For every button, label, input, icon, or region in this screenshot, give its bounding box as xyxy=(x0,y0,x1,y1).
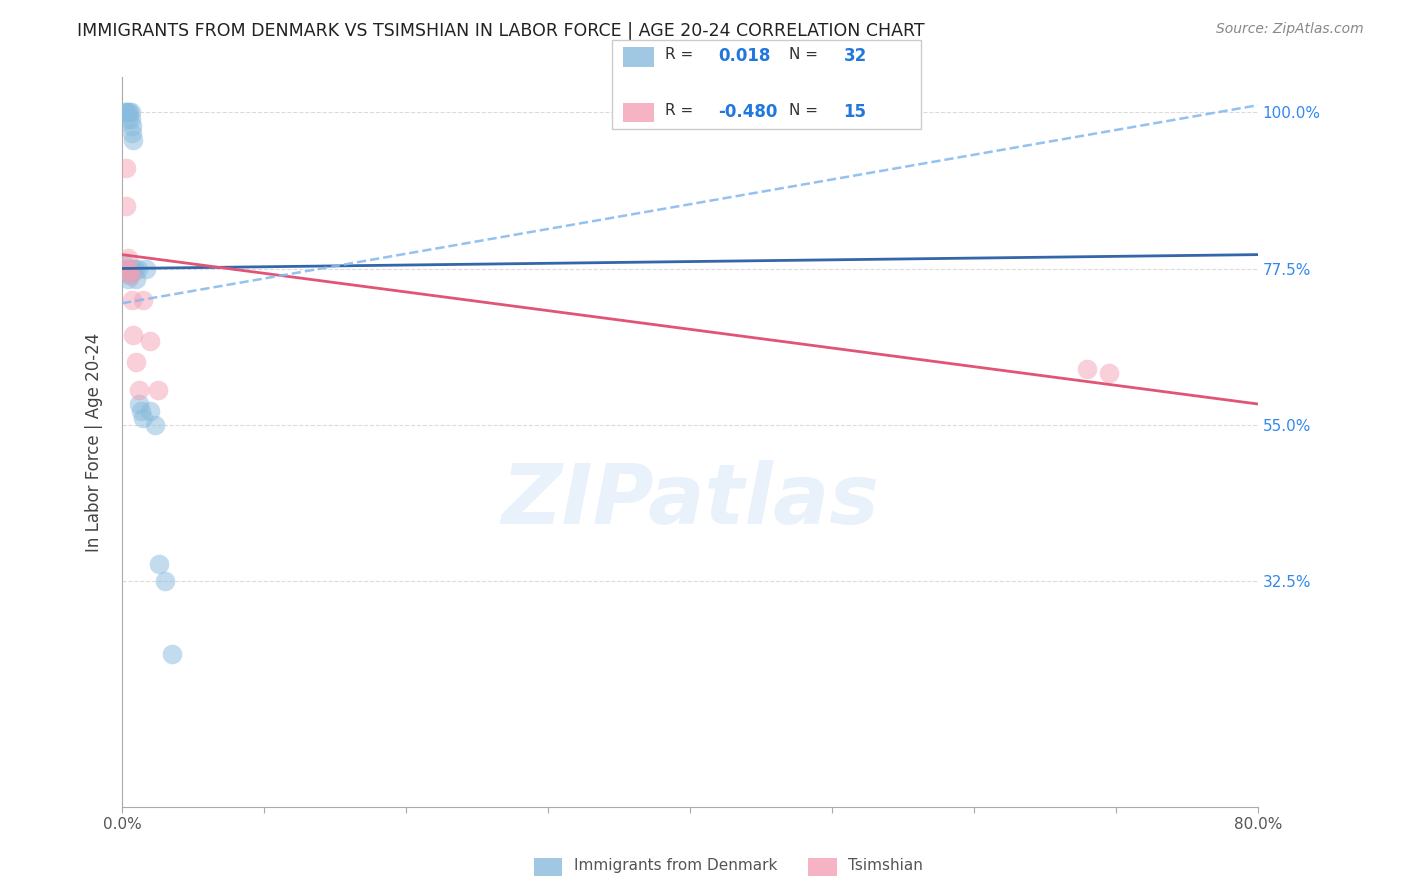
Point xyxy=(132,410,155,425)
Point xyxy=(114,265,136,279)
Point xyxy=(115,199,138,213)
Y-axis label: In Labor Force | Age 20-24: In Labor Force | Age 20-24 xyxy=(86,333,103,552)
Point xyxy=(121,119,143,133)
Text: 32: 32 xyxy=(844,47,868,65)
Point xyxy=(122,327,145,342)
Point xyxy=(121,265,143,279)
Point xyxy=(139,404,162,418)
Point xyxy=(120,265,142,279)
Point xyxy=(121,293,143,307)
Point xyxy=(120,112,142,127)
Point xyxy=(115,161,138,175)
Point xyxy=(1076,362,1098,376)
Point xyxy=(139,334,162,349)
Text: IMMIGRANTS FROM DENMARK VS TSIMSHIAN IN LABOR FORCE | AGE 20-24 CORRELATION CHAR: IMMIGRANTS FROM DENMARK VS TSIMSHIAN IN … xyxy=(77,22,925,40)
Point xyxy=(132,293,155,307)
Point xyxy=(122,133,145,147)
Text: R =: R = xyxy=(665,47,699,62)
Point xyxy=(128,383,150,397)
Point xyxy=(1098,366,1121,380)
Point xyxy=(148,557,170,571)
Point xyxy=(118,105,141,120)
Point xyxy=(124,261,146,276)
Point xyxy=(153,574,176,589)
Text: Tsimshian: Tsimshian xyxy=(848,858,922,873)
Text: N =: N = xyxy=(789,47,823,62)
Text: 0.018: 0.018 xyxy=(718,47,770,65)
Text: Source: ZipAtlas.com: Source: ZipAtlas.com xyxy=(1216,22,1364,37)
Point xyxy=(117,261,139,276)
Point xyxy=(115,105,138,120)
Point xyxy=(115,261,138,276)
Point xyxy=(118,268,141,283)
Text: Immigrants from Denmark: Immigrants from Denmark xyxy=(574,858,778,873)
Point xyxy=(160,647,183,661)
Point xyxy=(117,112,139,127)
Point xyxy=(114,105,136,120)
Point xyxy=(121,126,143,140)
Point xyxy=(122,261,145,276)
Point xyxy=(117,105,139,120)
Point xyxy=(114,258,136,272)
Point xyxy=(143,417,166,432)
Point xyxy=(117,272,139,286)
Text: 15: 15 xyxy=(844,103,866,120)
Point xyxy=(120,105,142,120)
Point xyxy=(135,261,157,276)
Text: R =: R = xyxy=(665,103,699,118)
Point xyxy=(120,268,142,283)
Point xyxy=(128,397,150,411)
Point xyxy=(118,265,141,279)
Text: ZIPatlas: ZIPatlas xyxy=(501,460,879,541)
Point xyxy=(125,272,148,286)
Point xyxy=(118,261,141,276)
Point xyxy=(125,355,148,369)
Point xyxy=(146,383,169,397)
Text: -0.480: -0.480 xyxy=(718,103,778,120)
Point xyxy=(117,251,139,265)
Point xyxy=(115,265,138,279)
Text: N =: N = xyxy=(789,103,823,118)
Point xyxy=(129,404,152,418)
Point xyxy=(127,261,149,276)
